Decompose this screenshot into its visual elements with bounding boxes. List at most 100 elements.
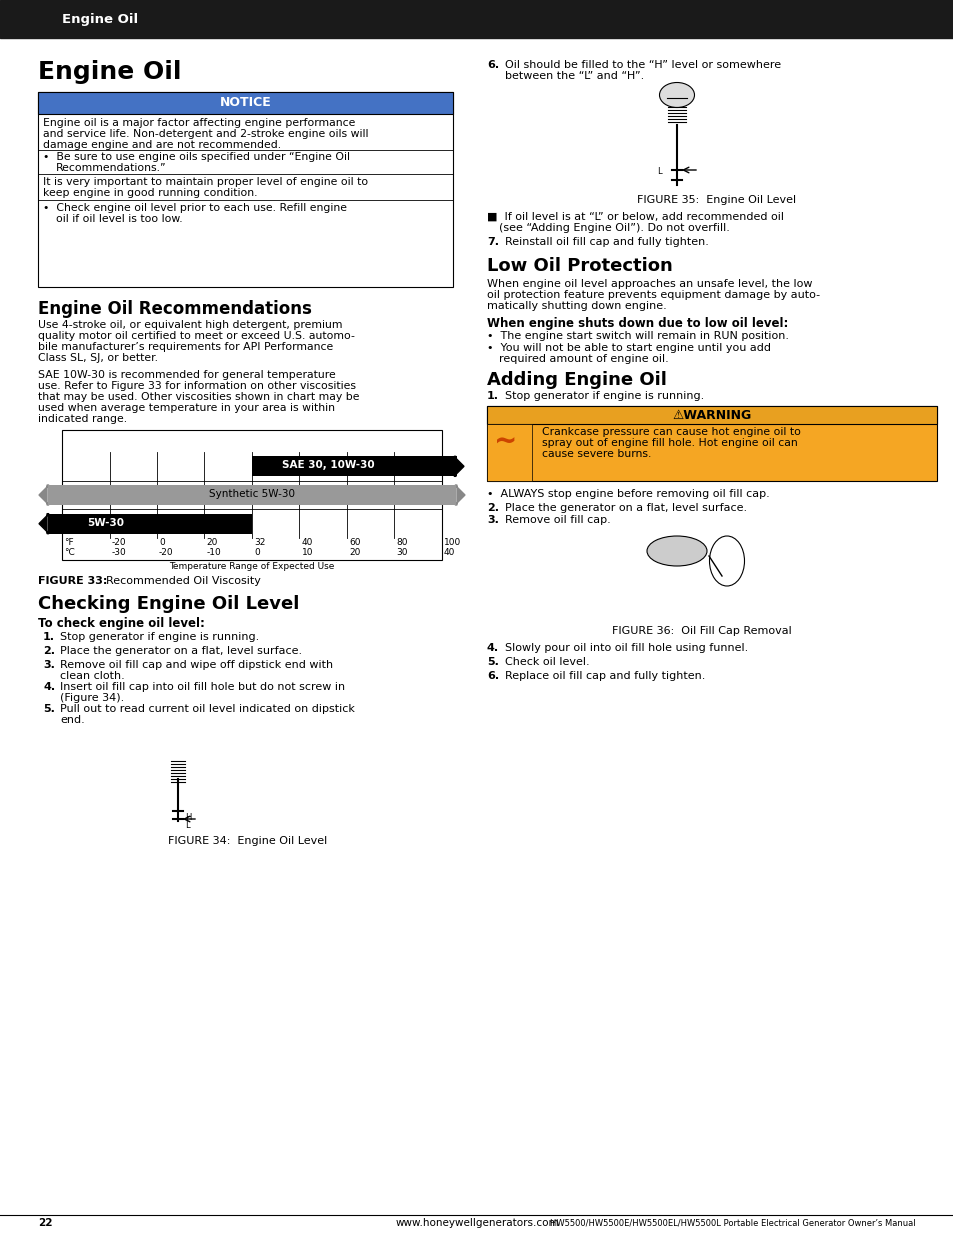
Text: 1.: 1. xyxy=(486,391,498,401)
FancyArrow shape xyxy=(39,514,49,534)
Text: ~: ~ xyxy=(494,429,517,456)
Text: Insert oil fill cap into oil fill hole but do not screw in: Insert oil fill cap into oil fill hole b… xyxy=(60,682,345,692)
Text: °F: °F xyxy=(64,538,73,547)
Text: •  Check engine oil level prior to each use. Refill engine: • Check engine oil level prior to each u… xyxy=(43,203,347,212)
Bar xyxy=(48,514,252,534)
Text: that may be used. Other viscosities shown in chart may be: that may be used. Other viscosities show… xyxy=(38,391,359,403)
Text: 0: 0 xyxy=(159,538,165,547)
Text: Check oil level.: Check oil level. xyxy=(504,657,589,667)
Text: 80: 80 xyxy=(396,538,408,547)
Text: It is very important to maintain proper level of engine oil to: It is very important to maintain proper … xyxy=(43,177,368,186)
Bar xyxy=(170,761,186,769)
Text: When engine shuts down due to low oil level:: When engine shuts down due to low oil le… xyxy=(486,317,787,330)
FancyArrow shape xyxy=(454,457,463,477)
Text: 40: 40 xyxy=(301,538,313,547)
Text: damage engine and are not recommended.: damage engine and are not recommended. xyxy=(43,140,281,149)
Text: bile manufacturer’s requirements for API Performance: bile manufacturer’s requirements for API… xyxy=(38,342,333,352)
Text: FIGURE 35:  Engine Oil Level: FIGURE 35: Engine Oil Level xyxy=(637,195,796,205)
Text: L: L xyxy=(657,167,661,177)
Text: Use 4-stroke oil, or equivalent high detergent, premium: Use 4-stroke oil, or equivalent high det… xyxy=(38,320,342,330)
Text: 22: 22 xyxy=(38,1218,52,1228)
Text: 40: 40 xyxy=(443,548,455,557)
Text: 3.: 3. xyxy=(486,515,498,525)
Ellipse shape xyxy=(646,536,706,566)
Bar xyxy=(62,430,441,559)
Text: SAE 30, 10W-30: SAE 30, 10W-30 xyxy=(282,461,375,471)
Text: SAE 10W-30 is recommended for general temperature: SAE 10W-30 is recommended for general te… xyxy=(38,370,335,380)
Text: 2.: 2. xyxy=(43,646,55,656)
Text: 3.: 3. xyxy=(43,659,55,671)
Text: matically shutting down engine.: matically shutting down engine. xyxy=(486,301,666,311)
Text: Adding Engine Oil: Adding Engine Oil xyxy=(486,370,666,389)
Text: oil if oil level is too low.: oil if oil level is too low. xyxy=(56,214,182,224)
Text: 20: 20 xyxy=(349,548,360,557)
Bar xyxy=(486,424,532,480)
Text: Crankcase pressure can cause hot engine oil to: Crankcase pressure can cause hot engine … xyxy=(541,427,800,437)
Text: Engine Oil: Engine Oil xyxy=(38,61,181,84)
Text: Slowly pour oil into oil fill hole using funnel.: Slowly pour oil into oil fill hole using… xyxy=(504,643,747,653)
Bar xyxy=(38,91,453,287)
Text: 5W-30: 5W-30 xyxy=(87,517,124,527)
Text: When engine oil level approaches an unsafe level, the low: When engine oil level approaches an unsa… xyxy=(486,279,812,289)
Text: To check engine oil level:: To check engine oil level: xyxy=(38,618,205,630)
Text: Low Oil Protection: Low Oil Protection xyxy=(486,257,672,275)
FancyArrow shape xyxy=(455,485,464,505)
Text: °C: °C xyxy=(64,548,74,557)
Text: 4.: 4. xyxy=(43,682,55,692)
Text: quality motor oil certified to meet or exceed U.S. automo-: quality motor oil certified to meet or e… xyxy=(38,331,355,341)
Bar xyxy=(118,731,237,831)
Bar xyxy=(38,91,453,114)
Text: use. Refer to Figure 33 for information on other viscosities: use. Refer to Figure 33 for information … xyxy=(38,382,355,391)
Text: •  Be sure to use engine oils specified under “Engine Oil: • Be sure to use engine oils specified u… xyxy=(43,152,350,162)
Text: Place the generator on a flat, level surface.: Place the generator on a flat, level sur… xyxy=(60,646,302,656)
Text: 32: 32 xyxy=(253,538,265,547)
Text: H: H xyxy=(185,813,192,823)
Text: 5.: 5. xyxy=(486,657,498,667)
Bar xyxy=(48,485,456,505)
Bar xyxy=(0,0,953,38)
Bar xyxy=(252,457,456,477)
Text: (Figure 34).: (Figure 34). xyxy=(60,693,124,703)
Text: -20: -20 xyxy=(159,548,173,557)
Text: and service life. Non-detergent and 2-stroke engine oils will: and service life. Non-detergent and 2-st… xyxy=(43,128,368,140)
Text: (see “Adding Engine Oil”). Do not overfill.: (see “Adding Engine Oil”). Do not overfi… xyxy=(498,224,729,233)
Text: ■  If oil level is at “L” or below, add recommended oil: ■ If oil level is at “L” or below, add r… xyxy=(486,212,783,222)
Text: cause severe burns.: cause severe burns. xyxy=(541,450,651,459)
Text: 30: 30 xyxy=(396,548,408,557)
Text: keep engine in good running condition.: keep engine in good running condition. xyxy=(43,188,257,198)
Text: Reinstall oil fill cap and fully tighten.: Reinstall oil fill cap and fully tighten… xyxy=(504,237,708,247)
Text: oil protection feature prevents equipment damage by auto-: oil protection feature prevents equipmen… xyxy=(486,290,820,300)
Text: 6.: 6. xyxy=(486,61,498,70)
Bar xyxy=(486,406,936,480)
Text: 0: 0 xyxy=(253,548,259,557)
Text: Replace oil fill cap and fully tighten.: Replace oil fill cap and fully tighten. xyxy=(504,671,704,680)
Text: 5.: 5. xyxy=(43,704,55,714)
Text: clean cloth.: clean cloth. xyxy=(60,671,125,680)
Text: Synthetic 5W-30: Synthetic 5W-30 xyxy=(209,489,294,499)
Text: 6.: 6. xyxy=(486,671,498,680)
Text: NOTICE: NOTICE xyxy=(219,96,271,109)
Text: -20: -20 xyxy=(112,538,126,547)
Text: Checking Engine Oil Level: Checking Engine Oil Level xyxy=(38,595,299,613)
FancyArrow shape xyxy=(39,485,49,505)
Text: -10: -10 xyxy=(206,548,221,557)
Text: •  The engine start switch will remain in RUN position.: • The engine start switch will remain in… xyxy=(486,331,788,341)
Text: FIGURE 33:: FIGURE 33: xyxy=(38,576,108,585)
Ellipse shape xyxy=(158,741,198,761)
Text: HW5500/HW5500E/HW5500EL/HW5500L Portable Electrical Generator Owner’s Manual: HW5500/HW5500E/HW5500EL/HW5500L Portable… xyxy=(550,1218,915,1228)
Text: indicated range.: indicated range. xyxy=(38,414,127,424)
Text: Class SL, SJ, or better.: Class SL, SJ, or better. xyxy=(38,353,158,363)
Text: Stop generator if engine is running.: Stop generator if engine is running. xyxy=(504,391,703,401)
Ellipse shape xyxy=(709,536,743,585)
Text: Stop generator if engine is running.: Stop generator if engine is running. xyxy=(60,632,259,642)
Text: Engine Oil Recommendations: Engine Oil Recommendations xyxy=(38,300,312,317)
Text: 100: 100 xyxy=(443,538,460,547)
Text: Temperature Range of Expected Use: Temperature Range of Expected Use xyxy=(169,562,335,571)
Text: Remove oil fill cap.: Remove oil fill cap. xyxy=(504,515,610,525)
Text: Engine oil is a major factor affecting engine performance: Engine oil is a major factor affecting e… xyxy=(43,119,355,128)
Text: •  ALWAYS stop engine before removing oil fill cap.: • ALWAYS stop engine before removing oil… xyxy=(486,489,769,499)
Text: FIGURE 34:  Engine Oil Level: FIGURE 34: Engine Oil Level xyxy=(168,836,327,846)
Text: required amount of engine oil.: required amount of engine oil. xyxy=(498,354,668,364)
Text: Recommendations.”: Recommendations.” xyxy=(56,163,167,173)
Text: •  You will not be able to start engine until you add: • You will not be able to start engine u… xyxy=(486,343,770,353)
